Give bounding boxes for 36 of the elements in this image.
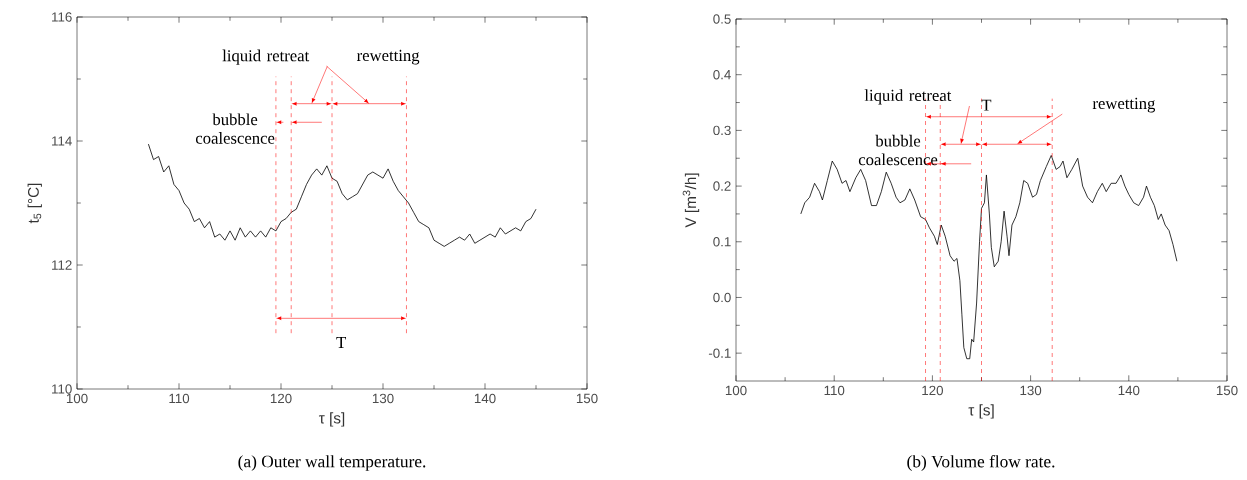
- y-tick-label: 0.2: [713, 181, 731, 191]
- x-tick-label: 140: [1118, 385, 1140, 396]
- y-tick-label: 0.3: [713, 125, 731, 136]
- y-tick-label: 0.4: [713, 69, 731, 80]
- annotation: rewetting: [356, 49, 420, 65]
- text: (a) Outer wall temperature.: [238, 455, 426, 471]
- x-tick-label: 130: [372, 393, 394, 404]
- x-tick-label: 100: [725, 385, 747, 396]
- x-tick-label: 110: [169, 393, 190, 404]
- x-tick-label: 130: [1020, 385, 1042, 396]
- y-tick-label: 0.1: [713, 237, 731, 247]
- y-axis-title: t$_{5}$ [°C]: [27, 183, 42, 224]
- y-tick-label: 112: [52, 260, 72, 270]
- x-tick-label: 150: [576, 393, 598, 404]
- x-tick-label: 100: [66, 393, 88, 404]
- x-tick-label: 120: [922, 385, 944, 396]
- annotation: rewetting: [1092, 97, 1156, 113]
- x-tick-label: 150: [1216, 385, 1238, 396]
- text: (b) Volume flow rate.: [907, 455, 1055, 471]
- x-axis-title: τ [s]: [318, 412, 345, 427]
- annotation: T: [336, 337, 347, 348]
- y-tick-label: 116: [52, 12, 72, 22]
- x-tick-label: 110: [824, 385, 845, 396]
- y-tick-label: 114: [52, 136, 72, 146]
- annotation: liquid retreat: [864, 89, 952, 105]
- annotation: bubble coalescence: [858, 134, 938, 166]
- annotation: T: [981, 99, 992, 111]
- y-tick-label: -0.1: [708, 348, 731, 358]
- y-axis-title: V [m$^{3}$/h]: [682, 173, 700, 228]
- x-tick-label: 140: [474, 393, 496, 404]
- annotation: bubble coalescence: [195, 113, 275, 144]
- x-tick-label: 120: [270, 393, 292, 404]
- annotation: liquid retreat: [222, 49, 310, 65]
- y-tick-label: 0.0: [713, 292, 731, 303]
- y-tick-label: 0.5: [713, 14, 731, 24]
- x-axis-title: τ [s]: [968, 404, 994, 419]
